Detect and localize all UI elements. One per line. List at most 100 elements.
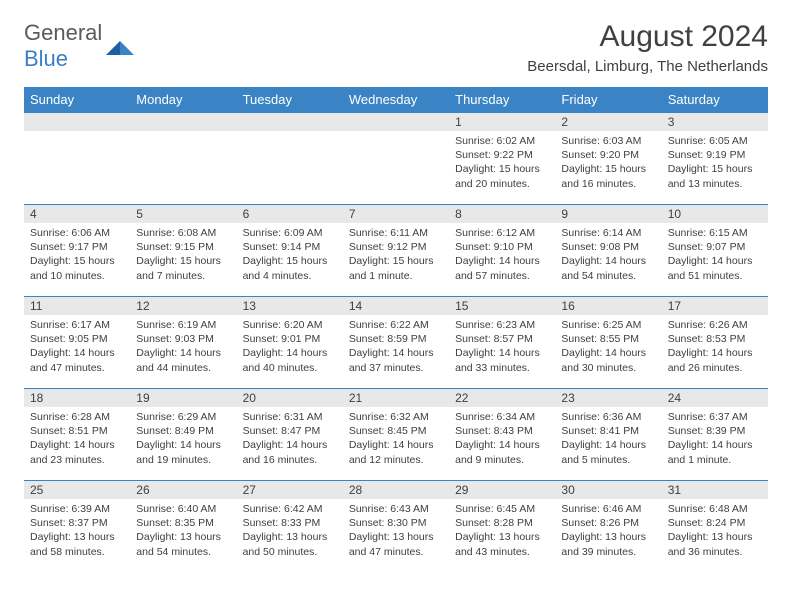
weekday-header: Saturday (662, 87, 768, 113)
sunset-text: Sunset: 8:57 PM (455, 332, 549, 346)
location-text: Beersdal, Limburg, The Netherlands (527, 58, 768, 75)
daylight-text: Daylight: 14 hours and 33 minutes. (455, 346, 549, 374)
calendar-day-cell: 20Sunrise: 6:31 AMSunset: 8:47 PMDayligh… (237, 389, 343, 481)
daylight-text: Daylight: 14 hours and 12 minutes. (349, 438, 443, 466)
day-number: 2 (555, 113, 661, 131)
sunrise-text: Sunrise: 6:02 AM (455, 134, 549, 148)
day-number: 7 (343, 205, 449, 223)
title-block: August 2024 Beersdal, Limburg, The Nethe… (527, 20, 768, 75)
daylight-text: Daylight: 14 hours and 9 minutes. (455, 438, 549, 466)
day-number: 26 (130, 481, 236, 499)
daylight-text: Daylight: 15 hours and 20 minutes. (455, 162, 549, 190)
sunrise-text: Sunrise: 6:40 AM (136, 502, 230, 516)
calendar-week-row: 1Sunrise: 6:02 AMSunset: 9:22 PMDaylight… (24, 113, 768, 205)
calendar-day-cell: 24Sunrise: 6:37 AMSunset: 8:39 PMDayligh… (662, 389, 768, 481)
sunset-text: Sunset: 9:05 PM (30, 332, 124, 346)
sunset-text: Sunset: 8:45 PM (349, 424, 443, 438)
day-details: Sunrise: 6:45 AMSunset: 8:28 PMDaylight:… (449, 499, 555, 562)
logo-word-blue: Blue (24, 46, 68, 71)
daylight-text: Daylight: 14 hours and 40 minutes. (243, 346, 337, 374)
sunset-text: Sunset: 9:19 PM (668, 148, 762, 162)
sunset-text: Sunset: 8:55 PM (561, 332, 655, 346)
day-details: Sunrise: 6:42 AMSunset: 8:33 PMDaylight:… (237, 499, 343, 562)
day-details: Sunrise: 6:32 AMSunset: 8:45 PMDaylight:… (343, 407, 449, 470)
day-details: Sunrise: 6:19 AMSunset: 9:03 PMDaylight:… (130, 315, 236, 378)
sunset-text: Sunset: 9:22 PM (455, 148, 549, 162)
day-number: 11 (24, 297, 130, 315)
sunset-text: Sunset: 8:47 PM (243, 424, 337, 438)
sunset-text: Sunset: 8:35 PM (136, 516, 230, 530)
calendar-day-cell: 3Sunrise: 6:05 AMSunset: 9:19 PMDaylight… (662, 113, 768, 205)
sunset-text: Sunset: 8:33 PM (243, 516, 337, 530)
day-number: 27 (237, 481, 343, 499)
day-details: Sunrise: 6:12 AMSunset: 9:10 PMDaylight:… (449, 223, 555, 286)
sunrise-text: Sunrise: 6:34 AM (455, 410, 549, 424)
day-details: Sunrise: 6:39 AMSunset: 8:37 PMDaylight:… (24, 499, 130, 562)
sunrise-text: Sunrise: 6:14 AM (561, 226, 655, 240)
daylight-text: Daylight: 15 hours and 4 minutes. (243, 254, 337, 282)
page-header: General Blue August 2024 Beersdal, Limbu… (24, 20, 768, 75)
sunrise-text: Sunrise: 6:31 AM (243, 410, 337, 424)
calendar-day-cell: 4Sunrise: 6:06 AMSunset: 9:17 PMDaylight… (24, 205, 130, 297)
day-details: Sunrise: 6:36 AMSunset: 8:41 PMDaylight:… (555, 407, 661, 470)
day-number: 14 (343, 297, 449, 315)
daylight-text: Daylight: 15 hours and 16 minutes. (561, 162, 655, 190)
calendar-day-cell: 10Sunrise: 6:15 AMSunset: 9:07 PMDayligh… (662, 205, 768, 297)
calendar-week-row: 11Sunrise: 6:17 AMSunset: 9:05 PMDayligh… (24, 297, 768, 389)
sunset-text: Sunset: 9:12 PM (349, 240, 443, 254)
weekday-header-row: Sunday Monday Tuesday Wednesday Thursday… (24, 87, 768, 113)
logo-text: General Blue (24, 20, 102, 72)
daylight-text: Daylight: 14 hours and 54 minutes. (561, 254, 655, 282)
calendar-day-cell: 11Sunrise: 6:17 AMSunset: 9:05 PMDayligh… (24, 297, 130, 389)
sunrise-text: Sunrise: 6:22 AM (349, 318, 443, 332)
calendar-day-cell: 26Sunrise: 6:40 AMSunset: 8:35 PMDayligh… (130, 481, 236, 573)
weekday-header: Sunday (24, 87, 130, 113)
day-number: 4 (24, 205, 130, 223)
daylight-text: Daylight: 14 hours and 1 minute. (668, 438, 762, 466)
day-details: Sunrise: 6:11 AMSunset: 9:12 PMDaylight:… (343, 223, 449, 286)
day-number (24, 113, 130, 131)
day-number: 9 (555, 205, 661, 223)
daylight-text: Daylight: 14 hours and 23 minutes. (30, 438, 124, 466)
sunset-text: Sunset: 8:39 PM (668, 424, 762, 438)
sunrise-text: Sunrise: 6:12 AM (455, 226, 549, 240)
sunrise-text: Sunrise: 6:05 AM (668, 134, 762, 148)
day-number: 29 (449, 481, 555, 499)
sunrise-text: Sunrise: 6:42 AM (243, 502, 337, 516)
calendar-day-cell: 12Sunrise: 6:19 AMSunset: 9:03 PMDayligh… (130, 297, 236, 389)
logo-word-general: General (24, 20, 102, 45)
day-details: Sunrise: 6:23 AMSunset: 8:57 PMDaylight:… (449, 315, 555, 378)
logo-triangle-icon (106, 37, 134, 55)
sunrise-text: Sunrise: 6:37 AM (668, 410, 762, 424)
day-details: Sunrise: 6:43 AMSunset: 8:30 PMDaylight:… (343, 499, 449, 562)
calendar-day-cell: 23Sunrise: 6:36 AMSunset: 8:41 PMDayligh… (555, 389, 661, 481)
daylight-text: Daylight: 13 hours and 36 minutes. (668, 530, 762, 558)
sunrise-text: Sunrise: 6:36 AM (561, 410, 655, 424)
daylight-text: Daylight: 14 hours and 44 minutes. (136, 346, 230, 374)
day-details: Sunrise: 6:31 AMSunset: 8:47 PMDaylight:… (237, 407, 343, 470)
calendar-day-cell: 25Sunrise: 6:39 AMSunset: 8:37 PMDayligh… (24, 481, 130, 573)
day-number: 24 (662, 389, 768, 407)
daylight-text: Daylight: 14 hours and 5 minutes. (561, 438, 655, 466)
weekday-header: Monday (130, 87, 236, 113)
weekday-header: Friday (555, 87, 661, 113)
day-number: 23 (555, 389, 661, 407)
sunrise-text: Sunrise: 6:20 AM (243, 318, 337, 332)
calendar-day-cell: 21Sunrise: 6:32 AMSunset: 8:45 PMDayligh… (343, 389, 449, 481)
daylight-text: Daylight: 14 hours and 57 minutes. (455, 254, 549, 282)
sunset-text: Sunset: 9:01 PM (243, 332, 337, 346)
day-details: Sunrise: 6:46 AMSunset: 8:26 PMDaylight:… (555, 499, 661, 562)
weekday-header: Wednesday (343, 87, 449, 113)
day-number: 21 (343, 389, 449, 407)
calendar-day-cell: 17Sunrise: 6:26 AMSunset: 8:53 PMDayligh… (662, 297, 768, 389)
daylight-text: Daylight: 13 hours and 58 minutes. (30, 530, 124, 558)
day-details: Sunrise: 6:34 AMSunset: 8:43 PMDaylight:… (449, 407, 555, 470)
day-number: 10 (662, 205, 768, 223)
sunrise-text: Sunrise: 6:09 AM (243, 226, 337, 240)
day-details: Sunrise: 6:37 AMSunset: 8:39 PMDaylight:… (662, 407, 768, 470)
sunset-text: Sunset: 8:41 PM (561, 424, 655, 438)
sunrise-text: Sunrise: 6:39 AM (30, 502, 124, 516)
calendar-day-cell: 5Sunrise: 6:08 AMSunset: 9:15 PMDaylight… (130, 205, 236, 297)
day-number: 20 (237, 389, 343, 407)
sunset-text: Sunset: 9:14 PM (243, 240, 337, 254)
